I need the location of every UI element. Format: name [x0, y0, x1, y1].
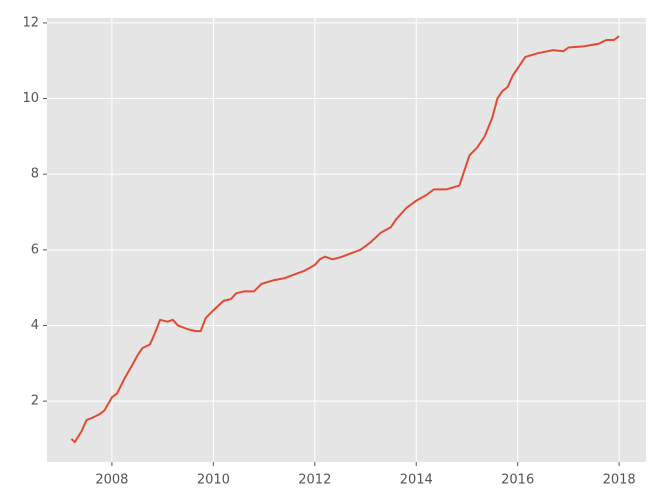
x-tick-label: 2008	[95, 473, 128, 488]
y-tick-label: 4	[31, 318, 39, 333]
y-tick-label: 2	[31, 394, 39, 409]
x-tick-label: 2016	[501, 473, 534, 488]
data-line	[70, 35, 620, 443]
x-tick-label: 2014	[400, 473, 433, 488]
x-tick-label: 2012	[298, 473, 331, 488]
x-tick-label: 2018	[603, 473, 636, 488]
plot-area	[47, 18, 646, 462]
y-tick-label: 10	[22, 91, 39, 106]
x-tick-label: 2010	[197, 473, 230, 488]
y-tick-label: 12	[22, 15, 39, 30]
y-tick-label: 6	[31, 242, 39, 257]
y-tick-label: 8	[31, 167, 39, 182]
